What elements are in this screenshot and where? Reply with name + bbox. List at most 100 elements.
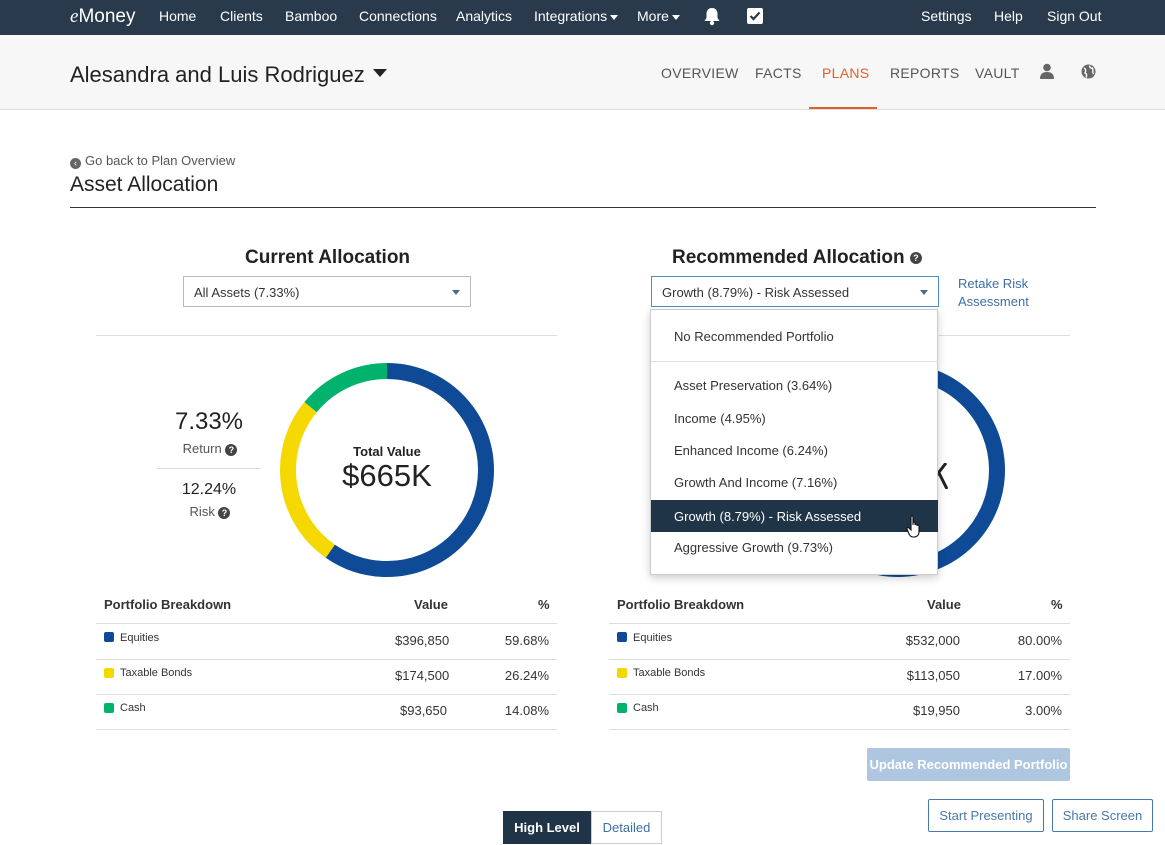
row-value: $93,650 [400, 703, 447, 718]
client-name: Alesandra and Luis Rodriguez [70, 62, 365, 87]
detailed-toggle[interactable]: Detailed [591, 811, 662, 844]
breakdown-header-value: Value [927, 597, 961, 612]
nav-settings[interactable]: Settings [921, 8, 972, 24]
recommended-allocation-select[interactable]: Growth (8.79%) - Risk Assessed [651, 276, 939, 307]
logo-prefix: e [70, 6, 79, 27]
recommended-allocation-title: Recommended Allocation [672, 247, 905, 268]
nav-bamboo[interactable]: Bamboo [285, 8, 338, 24]
row-name: Equities [633, 632, 673, 644]
checkbox-icon[interactable] [747, 8, 763, 24]
divider [939, 335, 1070, 336]
row-pct: 14.08% [504, 703, 549, 718]
help-icon[interactable]: ? [225, 443, 238, 456]
chevron-down-icon [671, 14, 680, 20]
row-pct: 17.00% [1017, 668, 1062, 683]
swatch-taxable-bonds [104, 668, 114, 678]
nav-sign-out[interactable]: Sign Out [1047, 8, 1102, 24]
current-select-value: All Assets (7.33%) [194, 285, 300, 300]
dropdown-option[interactable]: Income (4.95%) [674, 411, 766, 426]
dropdown-separator [651, 361, 938, 362]
table-divider [609, 623, 1070, 624]
nav-connections[interactable]: Connections [359, 8, 437, 24]
dropdown-option[interactable]: Enhanced Income (6.24%) [674, 443, 828, 458]
title-divider [70, 207, 1096, 208]
nav-help[interactable]: Help [994, 8, 1023, 24]
hand-cursor-icon [906, 515, 920, 538]
page-title: Asset Allocation [70, 173, 219, 196]
swatch-cash [104, 703, 114, 713]
breakdown-header-name: Portfolio Breakdown [104, 597, 232, 612]
nav-more[interactable]: More [637, 8, 680, 24]
back-link-label: Go back to Plan Overview [85, 153, 236, 168]
dropdown-option[interactable]: Aggressive Growth (9.73%) [674, 540, 833, 555]
recommended-allocation-title-group: Recommended Allocation ? [672, 247, 922, 269]
swatch-equities [617, 632, 627, 642]
table-divider [96, 694, 557, 695]
table-divider [609, 694, 1070, 695]
donut-segment-cash [280, 363, 494, 577]
help-icon[interactable]: ? [909, 251, 922, 264]
table-divider [96, 623, 557, 624]
help-icon[interactable]: ? [218, 506, 231, 519]
back-to-plan-overview-link[interactable]: ‹ Go back to Plan Overview [70, 153, 235, 169]
current-allocation-select[interactable]: All Assets (7.33%) [183, 276, 471, 307]
breakdown-header-pct: % [1051, 597, 1063, 612]
dropdown-option-selected[interactable]: Growth (8.79%) - Risk Assessed [651, 500, 938, 532]
tab-vault[interactable]: VAULT [975, 65, 1020, 81]
row-pct: 59.68% [504, 633, 549, 648]
risk-label: Risk [189, 504, 215, 519]
recommended-portfolio-dropdown: No Recommended Portfolio Asset Preservat… [650, 309, 938, 575]
row-name: Taxable Bonds [120, 667, 193, 679]
user-icon[interactable] [1040, 63, 1054, 79]
high-level-toggle[interactable]: High Level [503, 811, 591, 844]
donut-segment-taxable-bonds [280, 363, 494, 577]
total-value: $665K [342, 458, 432, 493]
client-name-dropdown[interactable]: Alesandra and Luis Rodriguez [70, 62, 387, 88]
update-recommended-portfolio-button[interactable]: Update Recommended Portfolio [867, 748, 1070, 781]
risk-label-group: Risk ? [160, 504, 260, 519]
row-name: Cash [633, 702, 659, 714]
row-name: Taxable Bonds [633, 667, 706, 679]
retake-line-1: Retake Risk [958, 276, 1029, 291]
total-value-label: Total Value [353, 444, 421, 459]
nav-home[interactable]: Home [159, 8, 197, 24]
dropdown-option[interactable]: Asset Preservation (3.64%) [674, 378, 833, 393]
chevron-down-icon [452, 290, 460, 295]
nav-analytics[interactable]: Analytics [456, 8, 513, 24]
dropdown-option[interactable]: No Recommended Portfolio [674, 329, 834, 344]
swatch-cash [617, 703, 627, 713]
divider [96, 335, 557, 336]
risk-value: 12.24% [181, 481, 237, 498]
stat-divider [157, 468, 261, 469]
row-name: Cash [120, 702, 146, 714]
globe-icon[interactable] [1081, 64, 1096, 79]
swatch-taxable-bonds [617, 668, 627, 678]
return-label: Return [182, 441, 222, 456]
start-presenting-button[interactable]: Start Presenting [928, 799, 1044, 832]
bell-icon[interactable] [703, 7, 721, 26]
tab-plans[interactable]: PLANS [822, 65, 870, 81]
table-divider [609, 659, 1070, 660]
row-value: $396,850 [395, 633, 450, 648]
tab-overview[interactable]: OVERVIEW [661, 65, 739, 81]
row-value: $19,950 [913, 703, 960, 718]
row-value: $113,050 [906, 668, 960, 683]
nav-integrations[interactable]: Integrations [534, 8, 619, 24]
caret-down-icon [372, 69, 387, 78]
swatch-equities [104, 632, 114, 642]
return-label-group: Return ? [160, 441, 260, 456]
tab-facts[interactable]: FACTS [755, 65, 802, 81]
tab-reports[interactable]: REPORTS [890, 65, 960, 81]
dropdown-option[interactable]: Growth And Income (7.16%) [674, 475, 838, 490]
breakdown-header-value: Value [414, 597, 448, 612]
retake-risk-assessment-link[interactable]: Retake Risk Assessment [958, 275, 1029, 311]
nav-integrations-label: Integrations [534, 8, 608, 24]
share-screen-button[interactable]: Share Screen [1052, 799, 1153, 832]
top-nav: eMoney Home Clients Bamboo Connections A… [0, 0, 1165, 35]
emoney-logo[interactable]: eMoney [70, 6, 135, 28]
nav-clients[interactable]: Clients [220, 8, 263, 24]
table-divider [96, 729, 557, 730]
table-divider [609, 729, 1070, 730]
breakdown-header-pct: % [538, 597, 550, 612]
table-divider [96, 659, 557, 660]
